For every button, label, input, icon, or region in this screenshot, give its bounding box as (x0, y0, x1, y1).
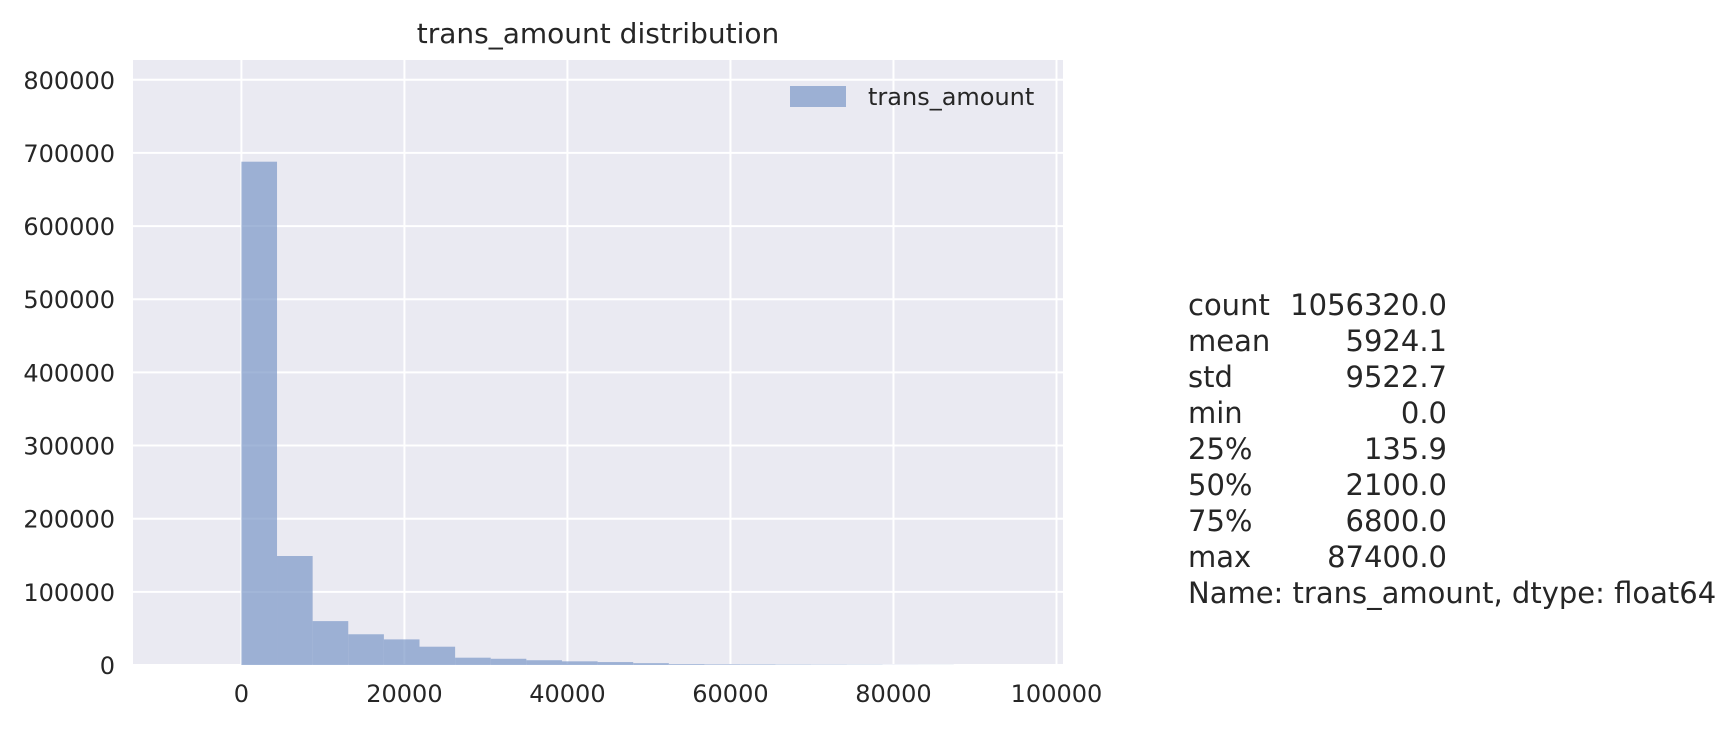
histogram-bar (455, 657, 491, 665)
stat-key: count (1188, 288, 1270, 322)
stat-key: 25% (1188, 432, 1253, 466)
stat-value: 9522.7 (1345, 360, 1447, 394)
stat-key: std (1188, 360, 1233, 394)
histogram-bar (490, 658, 527, 665)
x-tick-label: 60000 (692, 680, 768, 708)
stat-value: 87400.0 (1327, 540, 1447, 574)
stat-row: count 1056320.0 (1188, 287, 1716, 323)
y-tick-labels: 0 100000 200000 300000 400000 500000 600000 700… (23, 67, 115, 680)
histogram-bar (704, 664, 741, 665)
y-tick-label: 700000 (23, 140, 115, 168)
stat-value: 5924.1 (1345, 324, 1447, 358)
legend: trans_amount (790, 83, 1034, 111)
y-tick-label: 500000 (23, 286, 115, 314)
histogram-bar (633, 663, 669, 665)
histogram-bar (241, 161, 278, 665)
chart-title: trans_amount distribution (417, 17, 779, 50)
stat-row: 75% 6800.0 (1188, 503, 1716, 539)
histogram-bar (383, 639, 420, 665)
y-tick-label: 200000 (23, 506, 115, 534)
x-tick-label: 40000 (529, 680, 605, 708)
stat-key: max (1188, 540, 1252, 574)
histogram-bar (348, 634, 384, 665)
y-tick-label: 300000 (23, 433, 115, 461)
histogram-bar (419, 646, 456, 665)
histogram-bar (668, 664, 705, 665)
stat-key: 75% (1188, 504, 1253, 538)
stat-row: max 87400.0 (1188, 539, 1716, 575)
stat-row: std 9522.7 (1188, 359, 1716, 395)
stat-row: min 0.0 (1188, 395, 1716, 431)
histogram-bars (241, 161, 954, 665)
x-tick-label: 80000 (855, 680, 931, 708)
describe-stats: count 1056320.0 mean 5924.1 std 9522.7 min 0.0 2… (1188, 287, 1716, 611)
y-tick-label: 0 (100, 652, 115, 680)
y-tick-label: 800000 (23, 67, 115, 95)
y-tick-label: 100000 (23, 579, 115, 607)
stat-value: 0.0 (1400, 396, 1447, 430)
x-tick-label: 20000 (366, 680, 442, 708)
stat-value: 135.9 (1363, 432, 1447, 466)
y-tick-label: 600000 (23, 213, 115, 241)
histogram-bar (740, 664, 776, 665)
y-tick-label: 400000 (23, 359, 115, 387)
stat-value: 6800.0 (1345, 504, 1447, 538)
legend-swatch (790, 86, 846, 107)
stat-row: 50% 2100.0 (1188, 467, 1716, 503)
legend-label: trans_amount (868, 83, 1034, 111)
x-tick-label: 100000 (1011, 680, 1103, 708)
stat-key: min (1188, 396, 1243, 430)
histogram-bar (277, 555, 313, 665)
histogram-bar (526, 660, 562, 665)
stat-row: 25% 135.9 (1188, 431, 1716, 467)
stat-value: 2100.0 (1345, 468, 1447, 502)
x-tick-label: 0 (234, 680, 249, 708)
stat-footer: Name: trans_amount, dtype: float64 (1188, 576, 1717, 610)
stat-key: mean (1188, 324, 1271, 358)
histogram-bar (597, 662, 634, 665)
stat-row: mean 5924.1 (1188, 323, 1716, 359)
histogram-bar (312, 621, 349, 665)
histogram-bar (561, 661, 598, 665)
x-tick-labels: 0 20000 40000 60000 80000 100000 (234, 680, 1103, 708)
stat-key: 50% (1188, 468, 1253, 502)
stat-value: 1056320.0 (1290, 288, 1447, 322)
